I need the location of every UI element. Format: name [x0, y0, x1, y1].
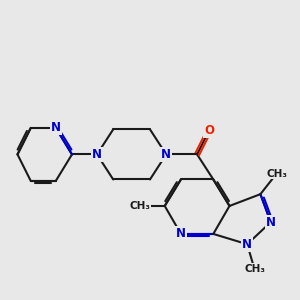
- Text: N: N: [242, 238, 252, 251]
- Text: CH₃: CH₃: [129, 201, 150, 211]
- Text: N: N: [176, 227, 186, 240]
- Text: CH₃: CH₃: [244, 264, 265, 274]
- Text: N: N: [161, 148, 171, 161]
- Text: N: N: [92, 148, 102, 161]
- Text: CH₃: CH₃: [266, 169, 287, 178]
- Text: O: O: [204, 124, 214, 137]
- Text: N: N: [266, 216, 276, 229]
- Text: N: N: [51, 122, 61, 134]
